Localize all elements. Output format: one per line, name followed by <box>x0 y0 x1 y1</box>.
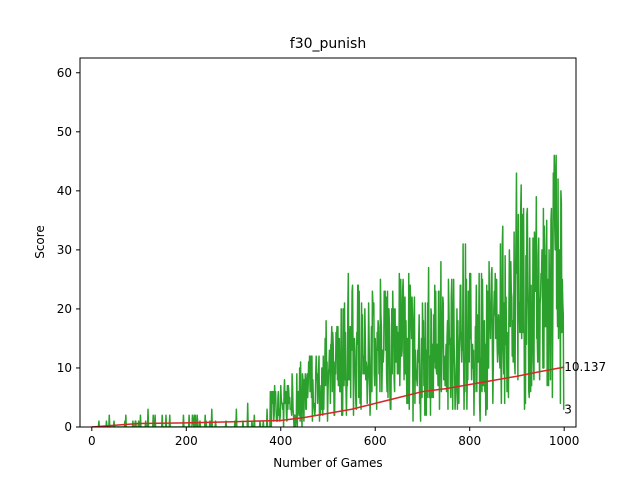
y-tick-label: 10 <box>57 361 72 375</box>
x-tick-label: 200 <box>175 434 198 448</box>
plot-lines <box>91 154 565 427</box>
y-tick-label: 40 <box>57 184 72 198</box>
y-axis: 0 10 20 30 40 50 60 <box>57 66 80 434</box>
annotations: 10.137 3 <box>564 360 606 416</box>
last-score-annotation: 3 <box>564 402 572 416</box>
y-tick-label: 30 <box>57 243 72 257</box>
y-tick-label: 20 <box>57 302 72 316</box>
x-axis: 0 200 400 600 800 1000 <box>88 427 579 448</box>
chart-title: f30_punish <box>290 36 366 52</box>
x-tick-label: 0 <box>88 434 96 448</box>
score-series-line <box>91 154 565 427</box>
x-tick-label: 800 <box>458 434 481 448</box>
plot-frame <box>79 57 577 428</box>
mean-score-series-line <box>91 366 565 427</box>
x-tick-label: 1000 <box>549 434 580 448</box>
x-tick-label: 400 <box>269 434 292 448</box>
mean-value-annotation: 10.137 <box>564 360 606 374</box>
y-axis-label: Score <box>33 225 47 259</box>
x-tick-label: 600 <box>364 434 387 448</box>
y-tick-label: 60 <box>57 66 72 80</box>
y-tick-label: 0 <box>64 420 72 434</box>
y-tick-label: 50 <box>57 125 72 139</box>
x-axis-label: Number of Games <box>273 456 382 470</box>
